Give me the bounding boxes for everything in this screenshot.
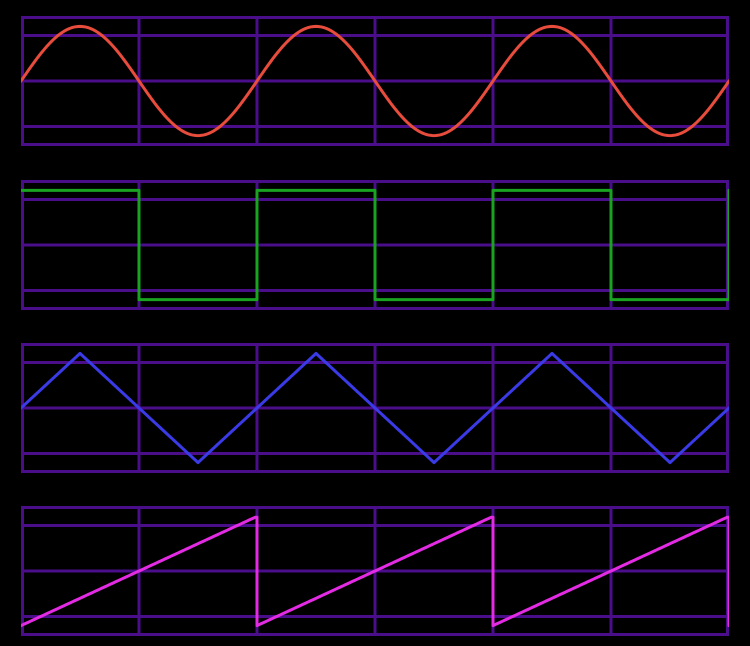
waveform-panel-triangle: [21, 343, 729, 473]
waveform-panel-sawtooth: [21, 506, 729, 636]
waveform-panel-sine: [21, 16, 729, 146]
waveform-panel-square: [21, 180, 729, 310]
waveform-figure: [0, 0, 750, 646]
